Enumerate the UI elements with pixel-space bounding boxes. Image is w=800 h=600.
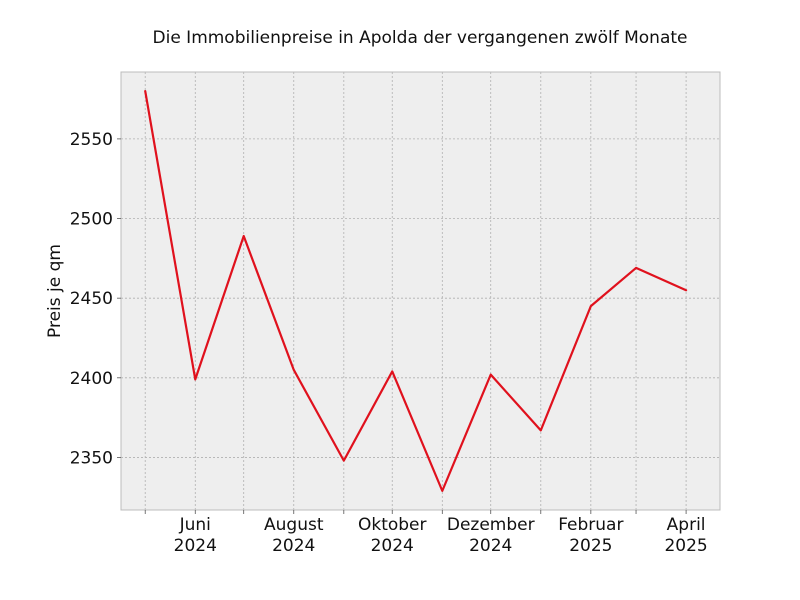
x-tick-label-line: Dezember bbox=[447, 515, 535, 535]
series-layer bbox=[144, 90, 688, 492]
x-tick-label-line: 2024 bbox=[272, 536, 315, 556]
y-tick-label: 2500 bbox=[70, 210, 113, 230]
x-tick-label: Oktober 2024 bbox=[358, 515, 427, 556]
x-tick-label-line: 2024 bbox=[174, 536, 217, 556]
x-tick-label-line: Februar bbox=[558, 515, 623, 535]
y-axis-label: Preis je qm bbox=[45, 244, 65, 338]
y-tick-label: 2400 bbox=[70, 369, 113, 389]
x-tick-label-line: Juni bbox=[179, 515, 211, 535]
x-tick-label: April 2025 bbox=[664, 515, 707, 556]
x-tick-label-line: 2025 bbox=[664, 536, 707, 556]
x-tick-label-line: August bbox=[264, 515, 324, 535]
plot-frame bbox=[120, 71, 721, 511]
x-tick-label-line: 2025 bbox=[569, 536, 612, 556]
x-tick-label-line: Oktober bbox=[358, 515, 427, 535]
x-tick-label-line: April bbox=[667, 515, 706, 535]
x-tick-label: Dezember 2024 bbox=[447, 515, 535, 556]
x-tick-label: Februar 2025 bbox=[558, 515, 623, 556]
chart-title: Die Immobilienpreise in Apolda der verga… bbox=[153, 28, 688, 48]
x-tick-label: August 2024 bbox=[264, 515, 324, 556]
plot-background bbox=[121, 72, 720, 510]
y-axis-ticks: 2350 2400 2450 2500 2550 bbox=[70, 130, 121, 468]
x-gridlines bbox=[144, 72, 687, 510]
y-tick-label: 2350 bbox=[70, 448, 113, 468]
x-tick-label-line: 2024 bbox=[371, 536, 414, 556]
x-tick-label-line: 2024 bbox=[469, 536, 512, 556]
price-line bbox=[144, 90, 688, 492]
y-tick-label: 2450 bbox=[70, 289, 113, 309]
y-tick-label: 2550 bbox=[70, 130, 113, 150]
x-tick-label: Juni 2024 bbox=[174, 515, 217, 556]
